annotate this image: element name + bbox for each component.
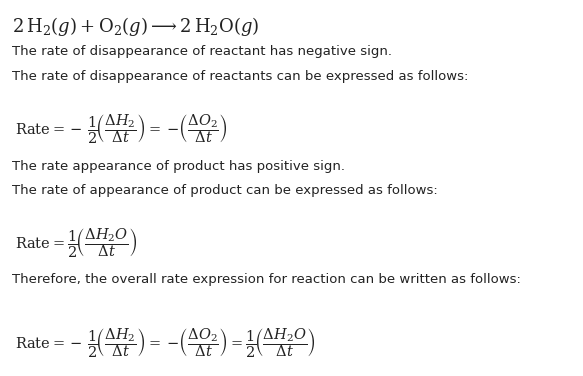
Text: The rate appearance of product has positive sign.: The rate appearance of product has posit… — [12, 160, 345, 173]
Text: $\mathrm{Rate} = -\,\dfrac{1}{2}\!\left(\dfrac{\Delta H_2}{\Delta t}\right) = -\: $\mathrm{Rate} = -\,\dfrac{1}{2}\!\left(… — [15, 113, 227, 146]
Text: $\mathrm{Rate} = -\,\dfrac{1}{2}\!\left(\dfrac{\Delta H_2}{\Delta t}\right) = -\: $\mathrm{Rate} = -\,\dfrac{1}{2}\!\left(… — [15, 327, 315, 360]
Text: $\mathrm{Rate} = \dfrac{1}{2}\!\left(\dfrac{\Delta H_2O}{\Delta t}\right)$: $\mathrm{Rate} = \dfrac{1}{2}\!\left(\df… — [15, 227, 137, 261]
Text: The rate of disappearance of reactant has negative sign.: The rate of disappearance of reactant ha… — [12, 45, 392, 58]
Text: Therefore, the overall rate expression for reaction can be written as follows:: Therefore, the overall rate expression f… — [12, 273, 521, 286]
Text: The rate of disappearance of reactants can be expressed as follows:: The rate of disappearance of reactants c… — [12, 70, 468, 83]
Text: The rate of appearance of product can be expressed as follows:: The rate of appearance of product can be… — [12, 184, 437, 197]
Text: $2\,\mathrm{H_2}(g) + \mathrm{O_2}(g) \longrightarrow 2\,\mathrm{H_2O}(g)$: $2\,\mathrm{H_2}(g) + \mathrm{O_2}(g) \l… — [12, 15, 259, 38]
